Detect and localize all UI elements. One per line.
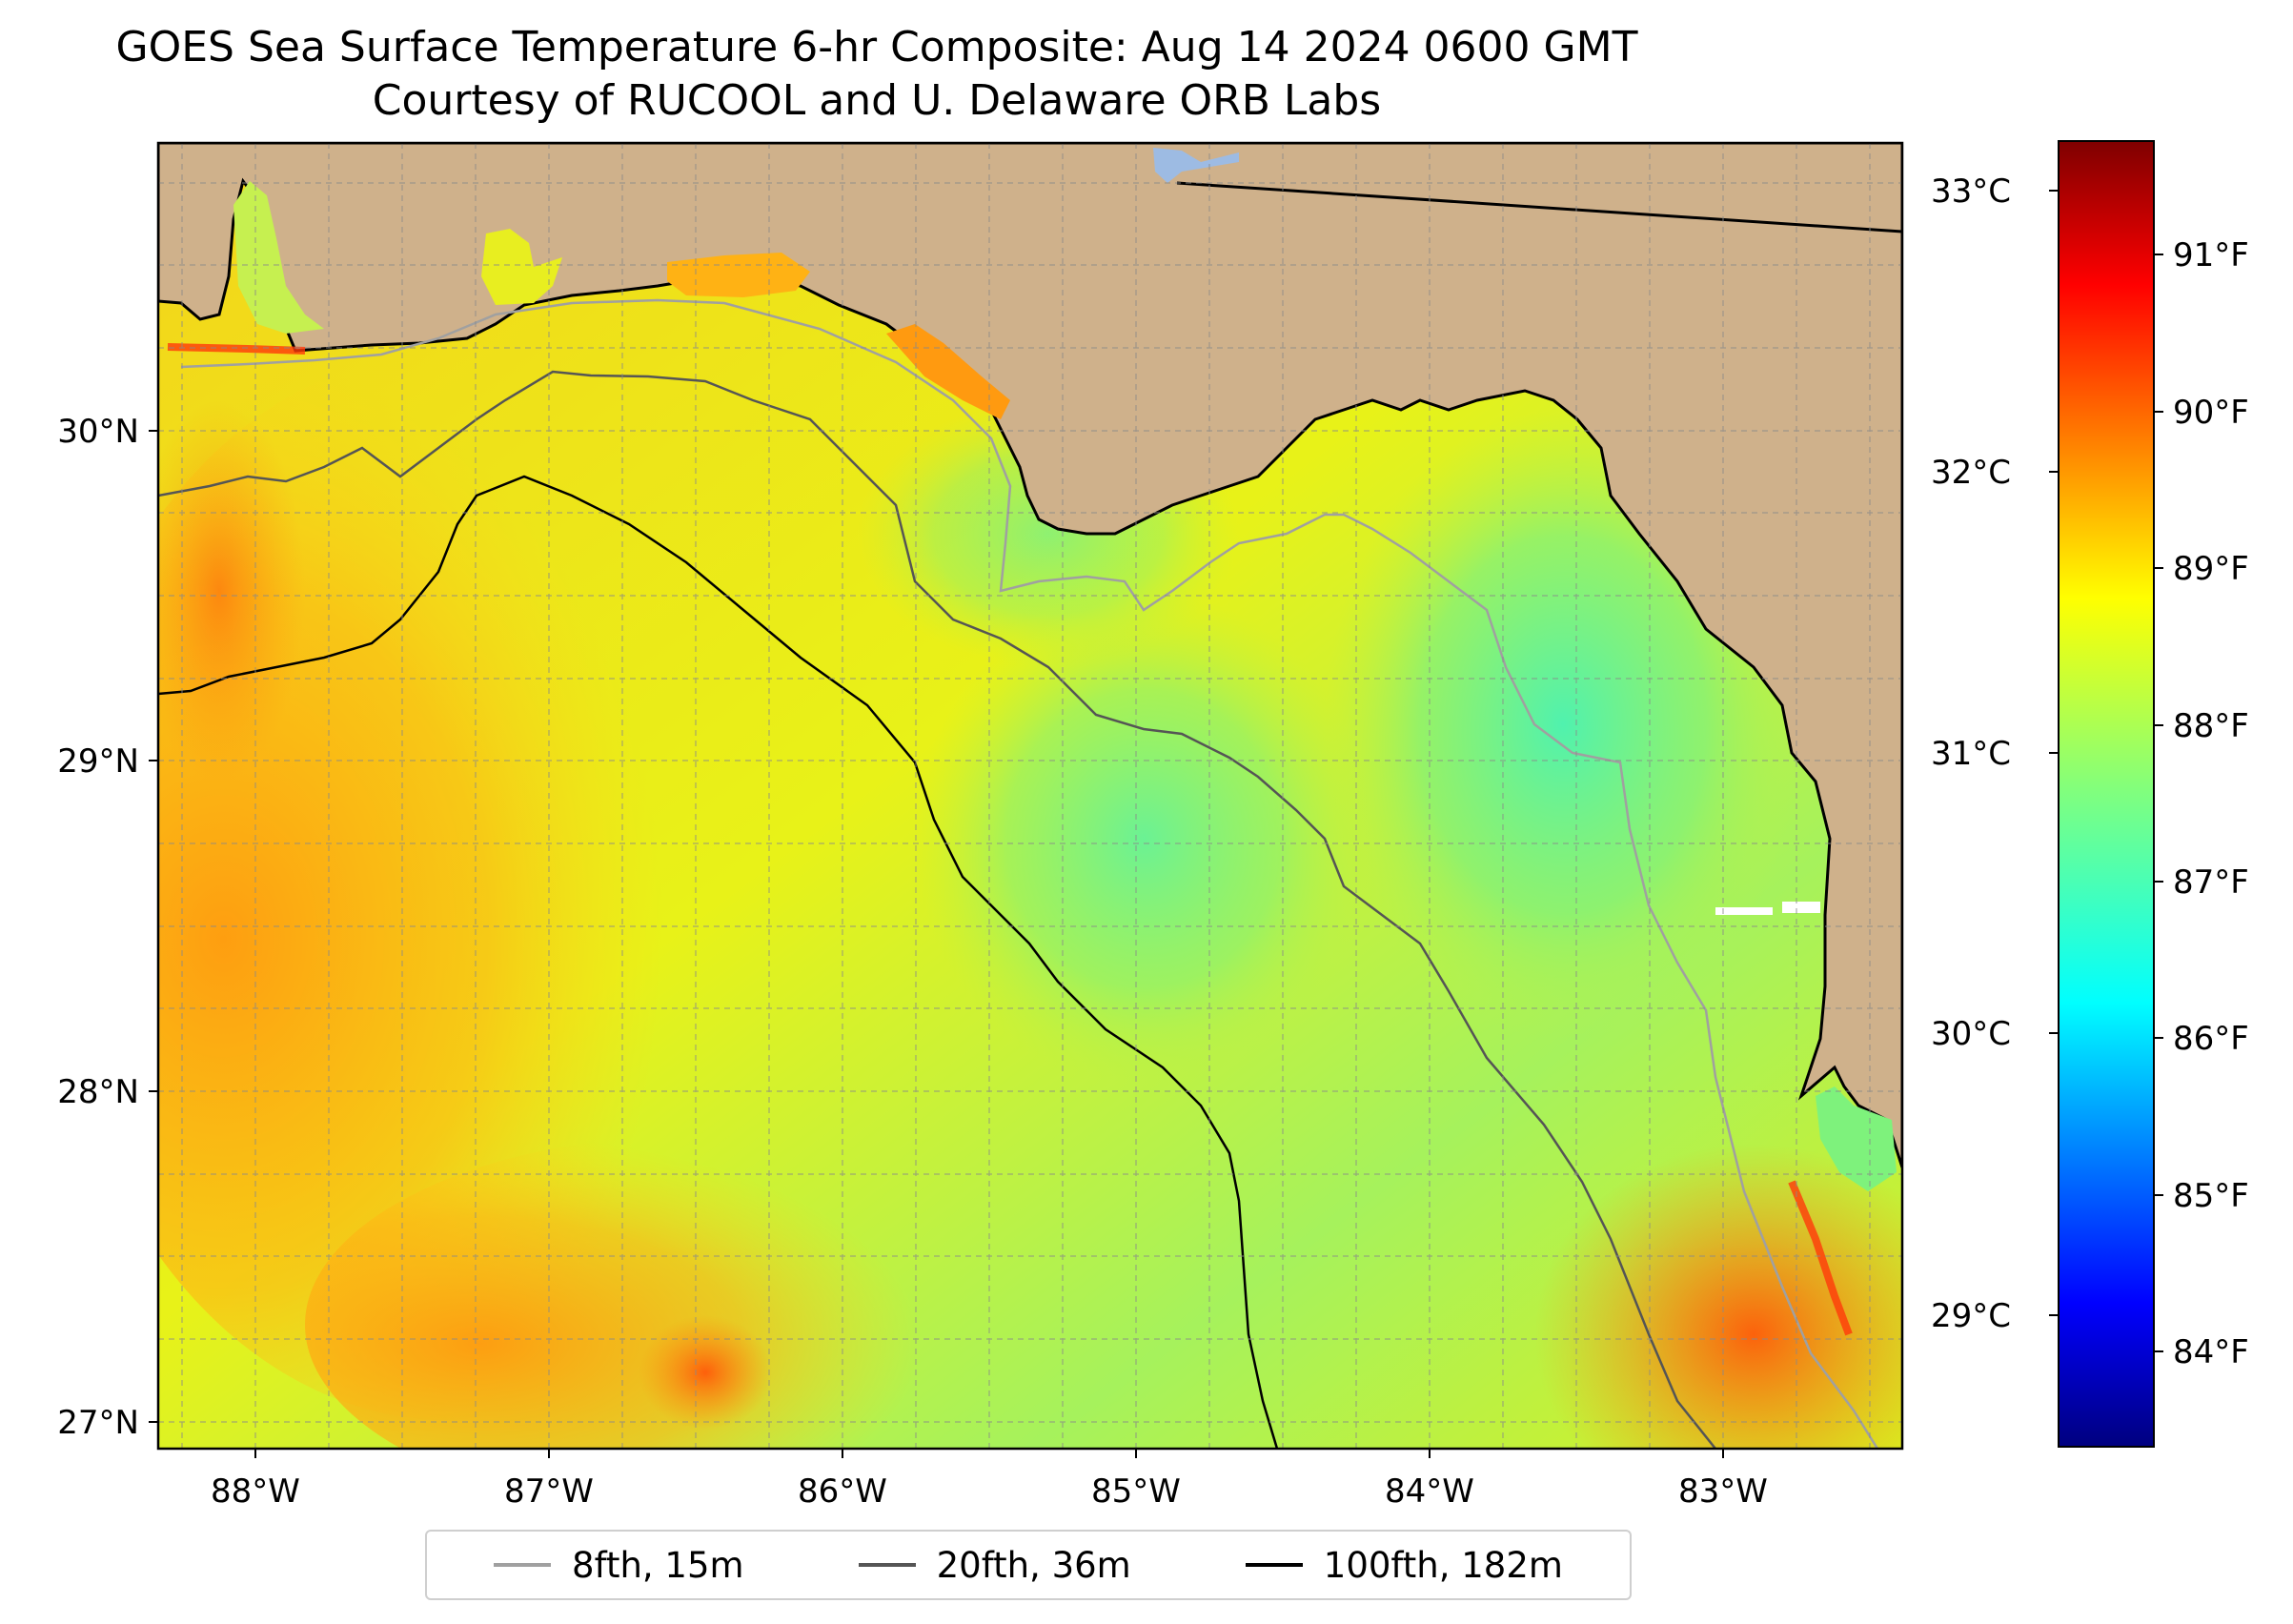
lon-label: 85°W — [1091, 1472, 1181, 1511]
lon-label: 84°W — [1385, 1472, 1474, 1511]
lat-ticks — [149, 430, 158, 1423]
map-frame — [156, 141, 1904, 1451]
tampa-bay — [1816, 1086, 1897, 1191]
lon-label: 88°W — [211, 1472, 300, 1511]
sst-field — [158, 143, 1902, 1449]
map-subtitle: Courtesy of RUCOOL and U. Delaware ORB L… — [372, 76, 1382, 125]
fahrenheit-label: 88°F — [2173, 707, 2249, 745]
celsius-label: 32°C — [1931, 454, 2011, 492]
legend-item: 100fth, 182m — [1245, 1544, 1563, 1586]
legend-swatch-100fth — [1245, 1563, 1303, 1567]
celsius-label: 30°C — [1931, 1015, 2011, 1053]
lake — [1153, 148, 1239, 183]
celsius-ticks — [2049, 190, 2059, 1316]
lon-ticks — [254, 1449, 1724, 1458]
legend-item: 20fth, 36m — [858, 1544, 1131, 1586]
fahrenheit-ticks — [2154, 254, 2163, 1352]
map-title: GOES Sea Surface Temperature 6-hr Compos… — [115, 23, 1638, 71]
lon-label: 83°W — [1678, 1472, 1768, 1511]
lon-label: 87°W — [504, 1472, 594, 1511]
celsius-label: 29°C — [1931, 1297, 2011, 1335]
fahrenheit-label: 87°F — [2173, 863, 2249, 902]
fahrenheit-label: 90°F — [2173, 394, 2249, 432]
colorbar — [2058, 140, 2155, 1448]
fahrenheit-label: 91°F — [2173, 236, 2249, 274]
contour-8fth — [180, 298, 1879, 1449]
legend-label: 20fth, 36m — [936, 1544, 1131, 1586]
legend-item: 8fth, 15m — [494, 1545, 744, 1586]
legend-swatch-8fth — [494, 1563, 552, 1567]
contour-20fth — [158, 370, 1716, 1449]
lat-label: 27°N — [57, 1404, 139, 1442]
no-data-patch — [1715, 907, 1773, 915]
celsius-label: 33°C — [1931, 173, 2011, 211]
celsius-label: 31°C — [1931, 735, 2011, 773]
fahrenheit-label: 86°F — [2173, 1020, 2249, 1058]
legend-swatch-20fth — [858, 1563, 916, 1567]
land-mass — [158, 143, 1902, 1168]
graticule — [158, 143, 1902, 1449]
lat-label: 30°N — [57, 413, 139, 451]
fahrenheit-label: 85°F — [2173, 1177, 2249, 1215]
state-border — [1176, 181, 1902, 233]
choctaw-bay — [667, 253, 810, 297]
no-data-patch — [1782, 902, 1820, 913]
legend-label: 100fth, 182m — [1323, 1544, 1563, 1586]
lat-label: 28°N — [57, 1073, 139, 1111]
lat-label: 29°N — [57, 742, 139, 781]
contour-legend: 8fth, 15m 20fth, 36m 100fth, 182m — [425, 1530, 1632, 1600]
legend-label: 8fth, 15m — [572, 1544, 744, 1586]
fahrenheit-label: 84°F — [2173, 1333, 2249, 1371]
contour-100fth — [158, 475, 1279, 1449]
fahrenheit-label: 89°F — [2173, 550, 2249, 588]
pensacola-bay — [481, 229, 562, 305]
lon-label: 86°W — [798, 1472, 887, 1511]
mobile-bay — [233, 181, 324, 334]
